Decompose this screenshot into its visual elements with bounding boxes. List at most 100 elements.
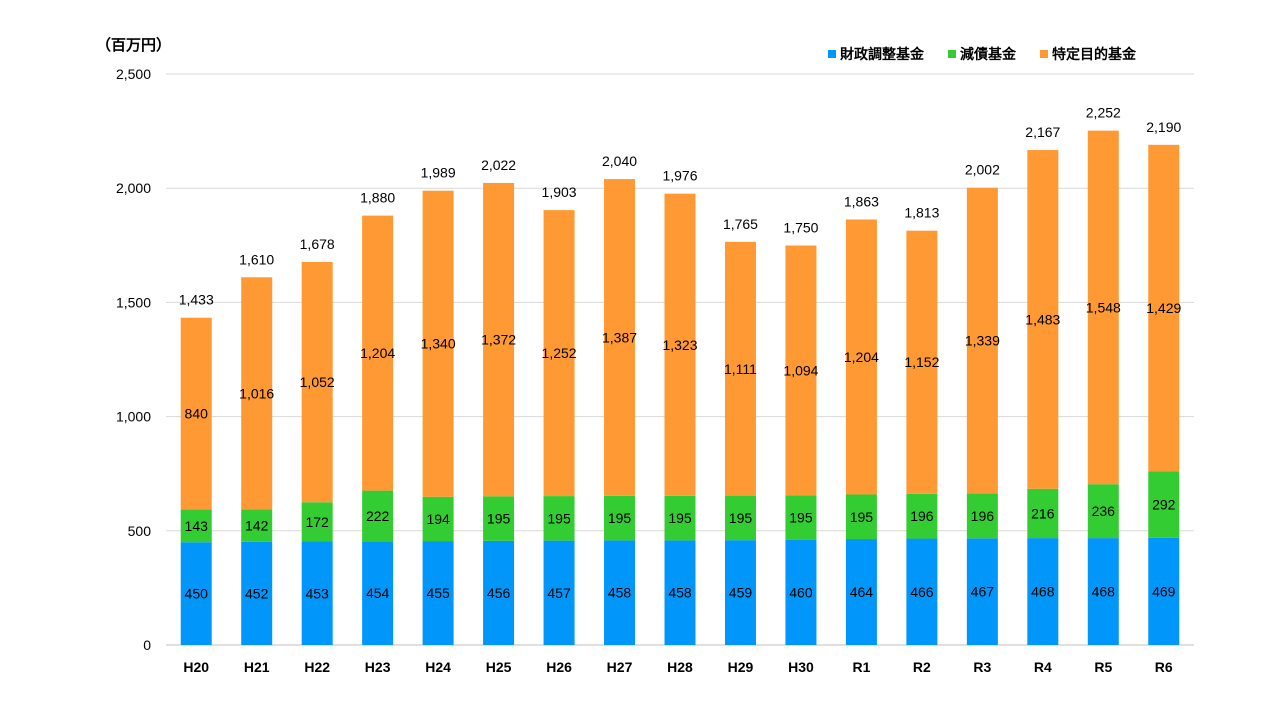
data-label: 467 (971, 584, 995, 600)
bar-segment (664, 495, 696, 541)
data-label: 1,387 (602, 329, 637, 345)
total-label: 1,880 (360, 190, 395, 206)
bar-segment (604, 540, 636, 645)
bar-segment (966, 493, 998, 539)
y-tick-label: 500 (128, 523, 152, 539)
bar-segment (301, 502, 333, 542)
data-label: 195 (487, 511, 511, 527)
data-label: 194 (426, 511, 450, 527)
legend-item-specific: 特定目的基金 (1040, 44, 1136, 64)
x-tick-label: R5 (1094, 659, 1112, 675)
data-label: 196 (971, 508, 995, 524)
legend-swatch-specific (1040, 50, 1048, 58)
bar-segment (241, 509, 273, 542)
data-label: 1,483 (1025, 311, 1060, 327)
bar-segment (241, 277, 273, 510)
data-label: 457 (547, 585, 571, 601)
bar-segment (906, 230, 938, 494)
legend-swatch-fiscal (828, 50, 836, 58)
x-tick-label: H25 (486, 659, 512, 675)
data-label: 1,204 (844, 349, 879, 365)
data-label: 460 (789, 584, 813, 600)
legend: 財政調整基金 減債基金 特定目的基金 (828, 44, 1136, 64)
bar-segment (422, 541, 454, 645)
data-label: 459 (729, 585, 753, 601)
y-tick-label: 1,500 (116, 294, 151, 310)
legend-label-specific: 特定目的基金 (1052, 47, 1136, 63)
bar-segment (422, 190, 454, 497)
data-label: 468 (1092, 584, 1116, 600)
data-label: 454 (366, 585, 390, 601)
total-label: 1,610 (239, 251, 274, 267)
bar-segment (1087, 484, 1119, 539)
x-tick-label: R3 (973, 659, 991, 675)
total-label: 1,750 (783, 220, 818, 236)
bar-segment (1027, 488, 1059, 539)
bar-segment (785, 245, 817, 496)
total-label: 2,167 (1025, 124, 1060, 140)
data-label: 195 (789, 510, 813, 526)
bar-segment (543, 540, 575, 645)
unit-label: （百万円） (96, 36, 172, 54)
bar-segment (301, 261, 333, 503)
data-label: 1,152 (904, 354, 939, 370)
x-tick-label: H24 (425, 659, 451, 675)
bar-segment (724, 540, 756, 645)
bar-segment (724, 241, 756, 496)
bar-segment (966, 538, 998, 645)
x-tick-label: H30 (788, 659, 814, 675)
data-label: 222 (366, 508, 390, 524)
bar-segment (1148, 537, 1180, 645)
data-label: 142 (245, 518, 269, 534)
x-tick-label: H26 (546, 659, 572, 675)
data-label: 195 (729, 510, 753, 526)
bar-segment (483, 540, 515, 645)
bar-segment (1087, 538, 1119, 645)
data-label: 195 (850, 509, 874, 525)
total-label: 1,863 (844, 193, 879, 209)
bar-segment (301, 541, 333, 645)
x-tick-label: R2 (913, 659, 931, 675)
bar-segment (483, 182, 515, 497)
total-label: 2,002 (965, 162, 1000, 178)
data-label: 1,252 (542, 345, 577, 361)
total-label: 1,813 (904, 205, 939, 221)
bar-segment (180, 317, 212, 510)
data-label: 456 (487, 585, 511, 601)
legend-swatch-debt (948, 50, 956, 58)
bar-segment (724, 495, 756, 541)
data-label: 453 (305, 585, 329, 601)
data-label: 1,429 (1146, 300, 1181, 316)
data-label: 236 (1092, 503, 1116, 519)
legend-item-fiscal: 財政調整基金 (828, 44, 924, 64)
legend-label-debt: 減債基金 (960, 47, 1016, 63)
x-tick-label: R6 (1155, 659, 1173, 675)
data-label: 1,340 (421, 336, 456, 352)
bar-segment (422, 496, 454, 542)
data-label: 464 (850, 584, 874, 600)
bar-segment (483, 496, 515, 541)
data-label: 468 (1031, 584, 1055, 600)
data-label: 458 (608, 585, 632, 601)
y-tick-label: 0 (143, 637, 151, 653)
data-label: 1,052 (300, 374, 335, 390)
data-label: 1,323 (662, 337, 697, 353)
x-tick-label: R1 (852, 659, 870, 675)
bar-segment (543, 210, 575, 497)
y-tick-label: 2,000 (116, 180, 151, 196)
x-tick-label: H27 (607, 659, 633, 675)
data-label: 458 (668, 585, 692, 601)
data-label: 172 (305, 514, 329, 530)
data-label: 1,111 (724, 361, 757, 377)
data-label: 1,372 (481, 332, 516, 348)
data-label: 196 (910, 508, 934, 524)
bar-segment (1027, 538, 1059, 645)
bar-segment (543, 496, 575, 541)
total-label: 2,190 (1146, 119, 1181, 135)
data-label: 455 (426, 585, 450, 601)
x-tick-label: H29 (728, 659, 754, 675)
x-tick-label: H22 (304, 659, 330, 675)
data-label: 1,339 (965, 333, 1000, 349)
